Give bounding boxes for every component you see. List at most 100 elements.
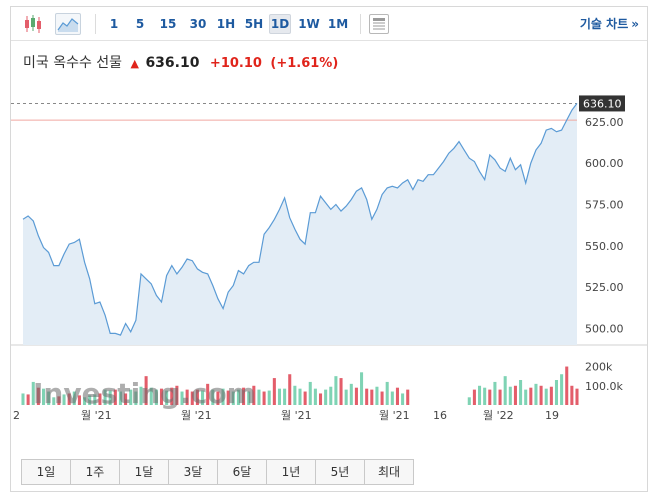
volume-bar: [344, 389, 348, 405]
volume-bar: [124, 393, 128, 405]
timeframe-button-15[interactable]: 15: [159, 17, 177, 31]
volume-bar: [375, 386, 379, 405]
volume-bar: [257, 389, 261, 405]
instrument-header: 미국 옥수수 선물 ▲ 636.10 +10.10 (+1.61%): [23, 53, 338, 73]
volume-bar: [313, 388, 317, 405]
x-tick-label: 월 '21: [81, 409, 112, 422]
last-price: 636.10: [145, 55, 200, 71]
range-button-5[interactable]: 1년: [266, 459, 316, 485]
volume-bar: [67, 393, 71, 405]
price-chart[interactable]: 625.00 600.00 575.00 550.00 525.00 500.00 636.…: [11, 87, 647, 427]
last-price-tag-label: 636.10: [583, 97, 622, 110]
volume-bar: [293, 385, 297, 405]
volume-bar: [524, 389, 528, 405]
price-change: +10.10: [209, 56, 262, 71]
price-change-percent: (+1.61%): [270, 56, 339, 71]
volume-bar: [570, 385, 574, 405]
timeframe-button-1[interactable]: 1: [109, 17, 119, 31]
volume-bar: [467, 397, 471, 405]
tech-chart-link[interactable]: 기술 차트»: [580, 14, 639, 34]
y-tick-label: 550.00: [585, 240, 624, 253]
table-icon[interactable]: [369, 14, 389, 34]
volume-bar: [308, 381, 312, 405]
range-button-7[interactable]: 최대: [364, 459, 414, 485]
range-button-1[interactable]: 1주: [70, 459, 120, 485]
y-tick-label: 600.00: [585, 157, 624, 170]
volume-bar: [47, 391, 51, 405]
volume-bar: [478, 385, 482, 405]
volume-bar: [221, 388, 225, 405]
volume-bar: [36, 387, 40, 405]
volume-bar: [93, 394, 97, 405]
price-line: [22, 103, 578, 336]
volume-bar: [575, 388, 579, 405]
volume-tick-label: 200k: [585, 361, 613, 374]
volume-bar: [318, 393, 323, 405]
timeframe-button-5h[interactable]: 5H: [244, 17, 264, 31]
volume-tick-label: 100.0k: [585, 380, 623, 393]
y-tick-label: 625.00: [585, 116, 624, 129]
volume-bar: [329, 386, 333, 405]
timeframe-button-1d[interactable]: 1D: [269, 14, 291, 34]
volume-bar: [334, 376, 338, 405]
range-button-4[interactable]: 6달: [217, 459, 267, 485]
last-price-tag: [579, 95, 625, 112]
x-tick-label: 월 '21: [181, 409, 212, 422]
x-tick-label: 월 '21: [281, 409, 312, 422]
range-button-2[interactable]: 1달: [119, 459, 169, 485]
range-selector: 1일 1주 1달 3달 6달 1년 5년 최대: [21, 459, 414, 485]
volume-bar: [534, 383, 538, 405]
volume-bar: [519, 380, 523, 405]
volume-bar: [165, 390, 169, 405]
range-button-3[interactable]: 3달: [168, 459, 218, 485]
volume-bar: [139, 386, 143, 405]
volume-bar: [339, 378, 343, 405]
investing-watermark: Investing.com: [33, 377, 256, 410]
volume-bar: [385, 381, 389, 405]
volume-bar: [565, 366, 569, 405]
volume-bar: [288, 374, 292, 405]
x-tick-label: 19: [545, 409, 559, 422]
volume-bar: [201, 390, 205, 405]
volume-bar: [349, 383, 353, 405]
x-tick-label: 월 '21: [379, 409, 410, 422]
volume-bar: [277, 388, 282, 405]
area-chart-icon[interactable]: [55, 13, 81, 35]
volume-bar: [98, 393, 102, 405]
volume-bar: [103, 389, 107, 405]
chevron-right-icon: »: [631, 17, 639, 31]
volume-bar: [503, 376, 507, 405]
volume-bar: [118, 391, 122, 405]
volume-bar: [298, 388, 302, 405]
volume-bar: [236, 389, 240, 405]
volume-bar: [149, 387, 153, 405]
volume-bar: [247, 391, 251, 405]
volume-bar: [52, 397, 56, 405]
volume-bar: [472, 389, 476, 405]
volume-bar: [62, 394, 66, 405]
volume-bar: [190, 391, 194, 405]
volume-bar: [72, 391, 76, 405]
volume-bar: [549, 386, 553, 405]
timeframe-button-5[interactable]: 5: [135, 17, 145, 31]
timeframe-button-1m[interactable]: 1M: [327, 17, 349, 31]
timeframe-button-1h[interactable]: 1H: [216, 17, 236, 31]
volume-bar: [488, 389, 492, 405]
volume-bar: [57, 396, 61, 405]
timeframe-button-30[interactable]: 30: [189, 17, 207, 31]
volume-bar: [175, 385, 179, 405]
volume-bar: [26, 394, 30, 405]
volume-bar: [195, 389, 199, 405]
timeframe-button-1w[interactable]: 1W: [298, 17, 320, 31]
volume-bar: [390, 391, 394, 405]
volume-bar: [216, 391, 220, 405]
price-area: [23, 103, 577, 346]
volume-bar: [529, 387, 533, 405]
range-button-6[interactable]: 5년: [315, 459, 365, 485]
y-tick-label: 525.00: [585, 281, 624, 294]
volume-bar: [252, 385, 256, 405]
range-button-0[interactable]: 1일: [21, 459, 71, 485]
candlestick-icon[interactable]: [23, 13, 43, 35]
volume-bar: [41, 388, 46, 405]
volume-bar: [406, 389, 410, 405]
